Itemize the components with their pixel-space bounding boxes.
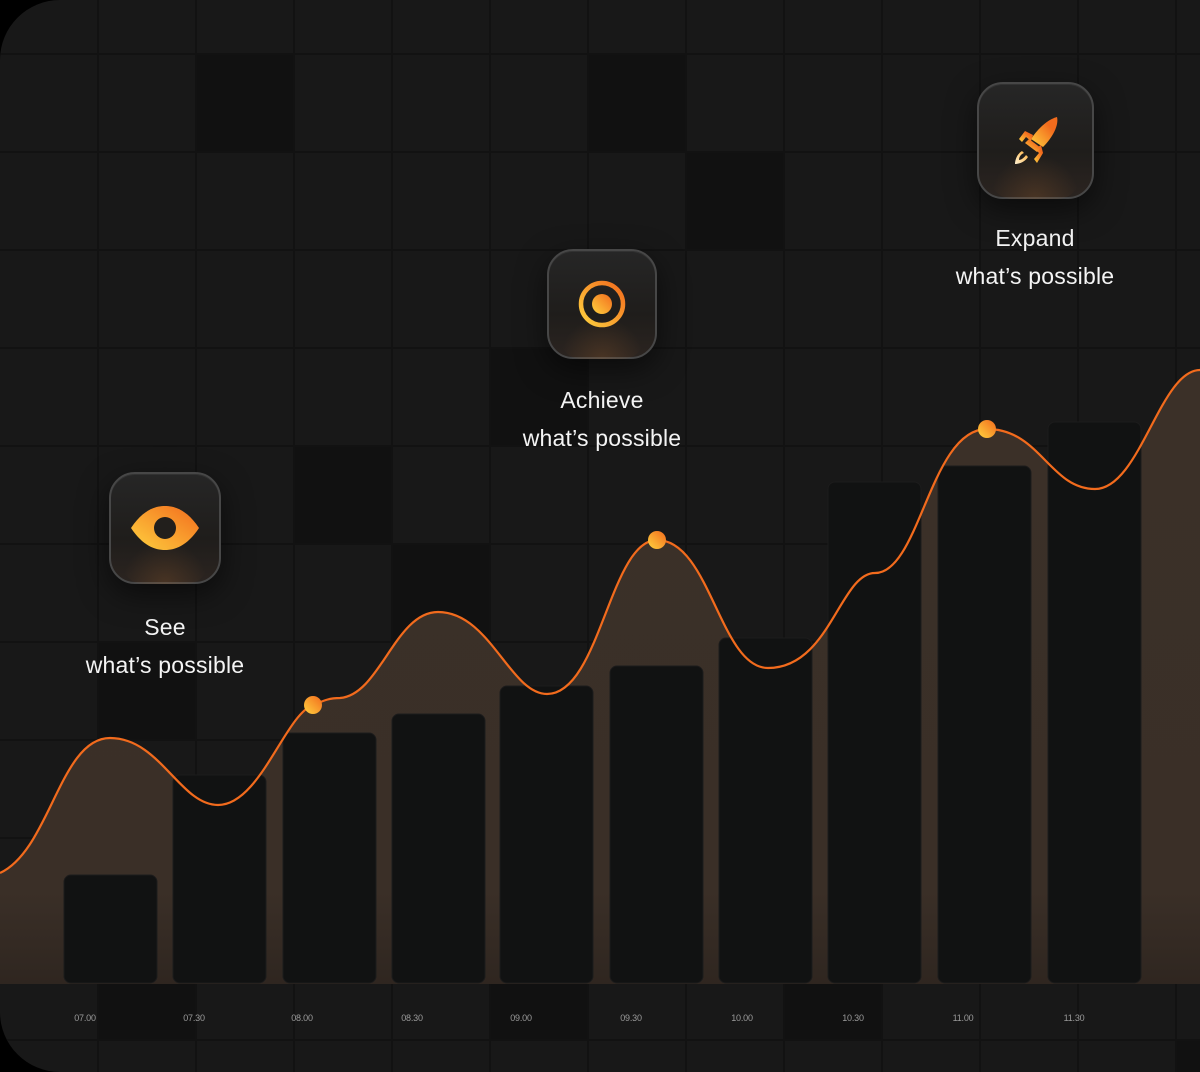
milestone-label-achieve: Achieve what’s possible (523, 381, 682, 457)
x-tick: 11.00 (952, 1013, 974, 1023)
milestone-expand: Expand what’s possible (935, 82, 1135, 295)
x-tick: 10.30 (842, 1013, 864, 1023)
rocket-icon (1015, 116, 1058, 164)
target-icon-tile[interactable] (547, 249, 657, 359)
bar-0800[interactable] (282, 732, 377, 984)
bar-0900[interactable] (499, 685, 594, 984)
x-tick: 09.00 (510, 1013, 532, 1023)
bar-1100[interactable] (937, 465, 1032, 984)
rocket-icon-tile[interactable] (976, 82, 1094, 199)
milestone-title: See (144, 614, 186, 640)
milestone-subtitle: what’s possible (955, 263, 1115, 289)
milestone-label-see: See what’s possible (86, 608, 245, 684)
milestone-subtitle: what’s possible (522, 425, 682, 451)
x-tick: 07.30 (183, 1013, 205, 1023)
milestone-title: Achieve (560, 387, 644, 413)
x-tick: 08.00 (291, 1013, 313, 1023)
marker-dot-see[interactable] (304, 696, 322, 714)
x-tick: 07.00 (74, 1013, 96, 1023)
marker-dot-achieve[interactable] (648, 531, 666, 549)
x-tick: 08.30 (401, 1013, 423, 1023)
marker-dot-expand[interactable] (978, 420, 996, 438)
bar-1130[interactable] (1047, 421, 1142, 984)
bar-1000[interactable] (718, 637, 813, 984)
x-tick: 10.00 (731, 1013, 753, 1023)
bar-0730[interactable] (172, 774, 267, 984)
x-tick: 11.30 (1063, 1013, 1085, 1023)
bar-0700[interactable] (63, 874, 158, 984)
dark-grid-cells (98, 54, 1200, 1072)
milestone-title: Expand (995, 225, 1075, 251)
milestone-see: See what’s possible (65, 472, 265, 684)
eye-icon-tile[interactable] (109, 472, 221, 584)
bar-0830[interactable] (391, 713, 486, 984)
x-tick: 09.30 (620, 1013, 642, 1023)
bars (63, 421, 1142, 984)
milestone-label-expand: Expand what’s possible (956, 219, 1115, 295)
milestone-achieve: Achieve what’s possible (502, 249, 702, 457)
bar-1030[interactable] (827, 481, 922, 984)
bar-0930[interactable] (609, 665, 704, 984)
eye-icon (131, 506, 199, 550)
target-icon (571, 273, 633, 335)
milestone-subtitle: what’s possible (85, 652, 245, 678)
